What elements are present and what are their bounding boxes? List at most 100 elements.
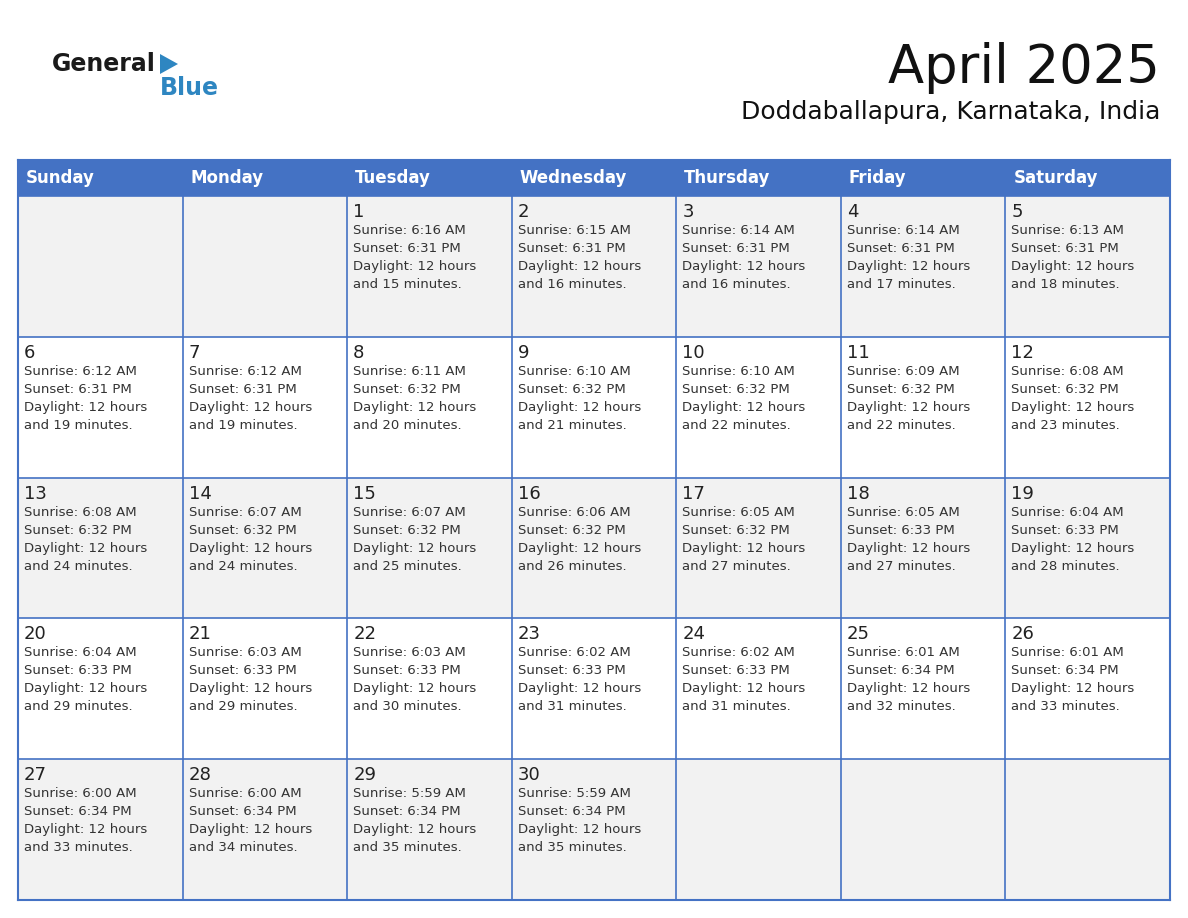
Bar [676,160,841,196]
Text: Sunrise: 6:03 AM: Sunrise: 6:03 AM [189,646,302,659]
Text: and 22 minutes.: and 22 minutes. [682,419,791,431]
Text: Sunrise: 6:13 AM: Sunrise: 6:13 AM [1011,224,1124,237]
Text: Sunset: 6:32 PM: Sunset: 6:32 PM [518,383,625,396]
Text: Daylight: 12 hours: Daylight: 12 hours [189,542,311,554]
Text: Sunset: 6:32 PM: Sunset: 6:32 PM [24,523,132,537]
Text: 19: 19 [1011,485,1035,502]
Text: Sunrise: 6:15 AM: Sunrise: 6:15 AM [518,224,631,237]
Text: 29: 29 [353,767,377,784]
Text: and 29 minutes.: and 29 minutes. [24,700,133,713]
Text: Sunrise: 6:11 AM: Sunrise: 6:11 AM [353,364,466,378]
Text: Sunset: 6:33 PM: Sunset: 6:33 PM [518,665,625,677]
Text: and 27 minutes.: and 27 minutes. [682,560,791,573]
Text: Sunrise: 6:12 AM: Sunrise: 6:12 AM [189,364,302,378]
Text: 16: 16 [518,485,541,502]
Text: Sunrise: 6:02 AM: Sunrise: 6:02 AM [518,646,631,659]
Text: Sunrise: 6:08 AM: Sunrise: 6:08 AM [24,506,137,519]
Text: and 19 minutes.: and 19 minutes. [189,419,297,431]
Text: Friday: Friday [849,169,906,187]
Text: 18: 18 [847,485,870,502]
Text: Tuesday: Tuesday [355,169,431,187]
Text: 23: 23 [518,625,541,644]
Bar [347,160,512,196]
Text: April 2025: April 2025 [889,42,1159,94]
Text: Sunrise: 6:01 AM: Sunrise: 6:01 AM [847,646,960,659]
Text: Daylight: 12 hours: Daylight: 12 hours [847,260,971,273]
Text: and 15 minutes.: and 15 minutes. [353,278,462,291]
Text: Sunrise: 6:01 AM: Sunrise: 6:01 AM [1011,646,1124,659]
Text: Daylight: 12 hours: Daylight: 12 hours [847,401,971,414]
Bar [18,160,183,196]
Text: Sunset: 6:33 PM: Sunset: 6:33 PM [24,665,132,677]
Text: Monday: Monday [190,169,264,187]
Text: Sunset: 6:31 PM: Sunset: 6:31 PM [682,242,790,255]
Text: 13: 13 [24,485,46,502]
Text: Sunrise: 6:03 AM: Sunrise: 6:03 AM [353,646,466,659]
Text: Daylight: 12 hours: Daylight: 12 hours [189,682,311,696]
Text: Wednesday: Wednesday [519,169,627,187]
Text: Thursday: Thursday [684,169,771,187]
Text: Sunrise: 6:05 AM: Sunrise: 6:05 AM [682,506,795,519]
Text: and 24 minutes.: and 24 minutes. [24,560,133,573]
Text: Sunset: 6:32 PM: Sunset: 6:32 PM [189,523,296,537]
Text: Blue: Blue [160,76,219,100]
Text: Daylight: 12 hours: Daylight: 12 hours [682,260,805,273]
Text: Sunset: 6:32 PM: Sunset: 6:32 PM [353,523,461,537]
Text: Sunset: 6:31 PM: Sunset: 6:31 PM [518,242,625,255]
Text: Daylight: 12 hours: Daylight: 12 hours [518,260,642,273]
Text: 17: 17 [682,485,706,502]
Text: Daylight: 12 hours: Daylight: 12 hours [682,682,805,696]
Text: Daylight: 12 hours: Daylight: 12 hours [353,542,476,554]
Text: Sunrise: 6:10 AM: Sunrise: 6:10 AM [518,364,631,378]
Text: and 22 minutes.: and 22 minutes. [847,419,955,431]
Text: Sunset: 6:32 PM: Sunset: 6:32 PM [1011,383,1119,396]
Text: Sunrise: 6:00 AM: Sunrise: 6:00 AM [189,788,302,800]
Text: Sunrise: 6:09 AM: Sunrise: 6:09 AM [847,364,960,378]
Text: and 16 minutes.: and 16 minutes. [518,278,626,291]
Text: Daylight: 12 hours: Daylight: 12 hours [24,823,147,836]
Polygon shape [160,54,178,74]
Text: 27: 27 [24,767,48,784]
Text: Daylight: 12 hours: Daylight: 12 hours [353,823,476,836]
Text: Daylight: 12 hours: Daylight: 12 hours [24,542,147,554]
Bar [18,196,1170,337]
Text: General: General [52,52,156,76]
Text: and 16 minutes.: and 16 minutes. [682,278,791,291]
Text: Sunset: 6:33 PM: Sunset: 6:33 PM [1011,523,1119,537]
Bar [841,160,1005,196]
Text: Daylight: 12 hours: Daylight: 12 hours [24,682,147,696]
Text: and 33 minutes.: and 33 minutes. [24,841,133,855]
Text: Daylight: 12 hours: Daylight: 12 hours [1011,401,1135,414]
Text: Sunset: 6:32 PM: Sunset: 6:32 PM [682,383,790,396]
Text: and 29 minutes.: and 29 minutes. [189,700,297,713]
Text: Sunset: 6:31 PM: Sunset: 6:31 PM [1011,242,1119,255]
Text: and 24 minutes.: and 24 minutes. [189,560,297,573]
Text: Sunrise: 5:59 AM: Sunrise: 5:59 AM [353,788,466,800]
Text: 7: 7 [189,344,200,362]
Text: Daylight: 12 hours: Daylight: 12 hours [1011,682,1135,696]
Text: Sunrise: 6:02 AM: Sunrise: 6:02 AM [682,646,795,659]
Text: Sunset: 6:34 PM: Sunset: 6:34 PM [1011,665,1119,677]
Text: 15: 15 [353,485,377,502]
Text: Sunset: 6:34 PM: Sunset: 6:34 PM [518,805,625,818]
Text: Sunrise: 6:16 AM: Sunrise: 6:16 AM [353,224,466,237]
Text: Sunday: Sunday [26,169,95,187]
Text: Sunrise: 6:04 AM: Sunrise: 6:04 AM [24,646,137,659]
Text: 10: 10 [682,344,704,362]
Text: and 18 minutes.: and 18 minutes. [1011,278,1120,291]
Text: Sunset: 6:33 PM: Sunset: 6:33 PM [353,665,461,677]
Text: Sunset: 6:32 PM: Sunset: 6:32 PM [847,383,955,396]
Text: Sunset: 6:31 PM: Sunset: 6:31 PM [353,242,461,255]
Text: and 35 minutes.: and 35 minutes. [353,841,462,855]
Text: 11: 11 [847,344,870,362]
Text: 9: 9 [518,344,529,362]
Text: Sunrise: 6:07 AM: Sunrise: 6:07 AM [189,506,302,519]
Text: 4: 4 [847,203,859,221]
Text: Daylight: 12 hours: Daylight: 12 hours [682,542,805,554]
Text: Sunrise: 6:14 AM: Sunrise: 6:14 AM [847,224,960,237]
Text: Sunrise: 6:14 AM: Sunrise: 6:14 AM [682,224,795,237]
Text: and 28 minutes.: and 28 minutes. [1011,560,1120,573]
Text: Daylight: 12 hours: Daylight: 12 hours [24,401,147,414]
Text: Sunrise: 6:04 AM: Sunrise: 6:04 AM [1011,506,1124,519]
Text: Daylight: 12 hours: Daylight: 12 hours [189,823,311,836]
